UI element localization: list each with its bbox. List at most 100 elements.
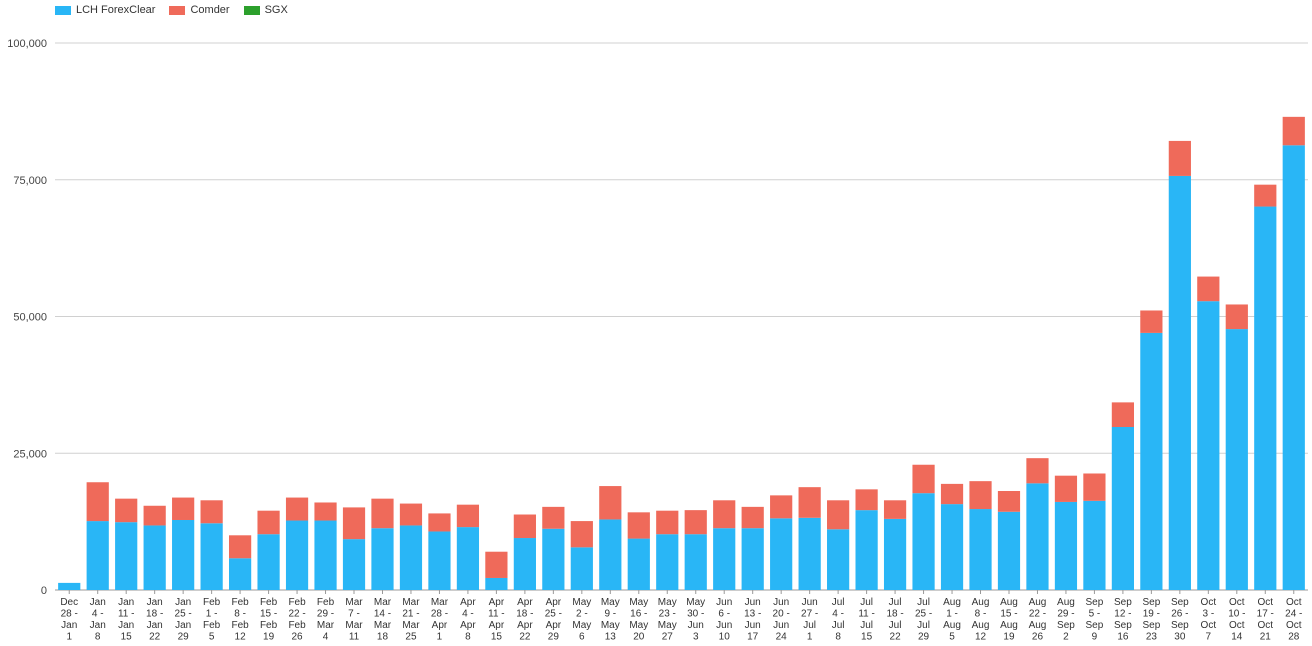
bar-comder	[115, 498, 138, 523]
bar-comder	[855, 489, 878, 511]
bar-comder	[542, 506, 565, 529]
x-tick-label: Jul 25 -Jul 29	[915, 597, 932, 643]
bar-lch-forexclear	[485, 577, 508, 590]
bar-lch-forexclear	[456, 527, 480, 590]
x-tick-label: May 9 -May 13	[601, 597, 620, 643]
x-tick-label: Jun 27 -Jul 1	[801, 597, 818, 643]
bar-comder	[570, 521, 593, 548]
bar-comder	[912, 464, 935, 494]
bar-lch-forexclear	[940, 504, 964, 590]
bar-comder	[997, 490, 1021, 512]
bar-comder	[1168, 140, 1191, 176]
x-tick-label: May 16 -May 20	[629, 597, 648, 643]
y-tick-label: 50,000	[13, 312, 47, 324]
legend-label-sgx: SGX	[264, 4, 288, 16]
bar-comder	[741, 506, 764, 529]
x-tick-label: Oct 24 -Oct 28	[1285, 597, 1302, 643]
bar-lch-forexclear	[428, 531, 451, 590]
bar-lch-forexclear	[143, 525, 166, 590]
legend-swatch-sgx	[243, 5, 260, 15]
bar-comder	[1282, 116, 1305, 146]
legend-label-comder: Comder	[190, 4, 230, 16]
bar-lch-forexclear	[969, 509, 992, 590]
y-tick-label: 75,000	[13, 175, 47, 187]
x-tick-label: Feb 1 -Feb 5	[203, 597, 221, 643]
bar-comder	[257, 510, 280, 535]
bar-lch-forexclear	[713, 528, 736, 590]
bar-lch-forexclear	[86, 521, 109, 590]
bar-comder	[285, 497, 309, 521]
bar-comder	[86, 482, 109, 522]
bar-lch-forexclear	[912, 493, 935, 590]
bar-lch-forexclear	[399, 525, 423, 590]
y-tick-label: 0	[41, 585, 47, 597]
x-tick-label: Jan 11 -Jan 15	[118, 597, 135, 643]
bar-comder	[314, 502, 337, 521]
bar-lch-forexclear	[172, 519, 195, 590]
bar-lch-forexclear	[684, 534, 707, 590]
x-tick-label: Aug 8 -Aug 12	[972, 597, 990, 643]
x-tick-label: Jan 4 -Jan 8	[90, 597, 106, 643]
bar-comder	[798, 487, 821, 518]
bar-comder	[1054, 475, 1078, 502]
bar-lch-forexclear	[741, 528, 764, 590]
bar-lch-forexclear	[1168, 175, 1191, 591]
x-tick-label: Mar 14 -Mar 18	[374, 597, 392, 643]
bar-lch-forexclear	[599, 519, 622, 590]
legend-item-lch-forexclear[interactable]: LCH ForexClear	[55, 4, 155, 16]
bar-comder	[656, 510, 679, 535]
bar-lch-forexclear	[570, 547, 593, 590]
x-tick-label: Jul 4 -Jul 8	[832, 597, 845, 643]
bar-comder	[627, 512, 650, 539]
x-tick-label: Apr 11 -Apr 15	[488, 597, 505, 643]
x-tick-label: Aug 15 -Aug 19	[1000, 597, 1018, 643]
bar-comder	[599, 486, 622, 520]
bar-lch-forexclear	[1026, 483, 1049, 590]
bar-lch-forexclear	[1140, 332, 1163, 590]
bar-comder	[827, 500, 850, 530]
bar-comder	[200, 500, 223, 524]
bar-comder	[969, 481, 992, 510]
bar-lch-forexclear	[1111, 426, 1134, 590]
bar-lch-forexclear	[314, 520, 337, 590]
bar-comder	[342, 507, 366, 540]
x-tick-label: Sep 5 -Sep 9	[1086, 597, 1104, 643]
bar-lch-forexclear	[542, 528, 565, 590]
x-tick-label: May 30 -Jun 3	[686, 597, 705, 643]
bar-lch-forexclear	[855, 510, 878, 590]
x-tick-label: Mar 7 -Mar 11	[345, 597, 363, 643]
x-tick-label: Feb 15 -Feb 19	[260, 597, 278, 643]
bar-comder	[371, 498, 394, 529]
bar-comder	[428, 513, 451, 532]
bar-comder	[456, 504, 480, 528]
bar-lch-forexclear	[229, 558, 252, 590]
bar-lch-forexclear	[58, 582, 81, 590]
bar-comder	[143, 505, 166, 526]
legend-swatch-lch-forexclear	[55, 5, 71, 15]
bar-lch-forexclear	[1197, 301, 1220, 590]
bar-comder	[1254, 184, 1277, 207]
x-tick-label: Dec 28 -Jan 1	[60, 597, 78, 643]
x-tick-label: Oct 3 -Oct 7	[1201, 597, 1217, 643]
x-tick-label: Apr 4 -Apr 8	[460, 597, 476, 643]
bar-comder	[1197, 276, 1220, 302]
bar-lch-forexclear	[200, 523, 223, 590]
bar-comder	[770, 495, 793, 519]
bar-lch-forexclear	[1254, 206, 1277, 591]
x-tick-label: Mar 28 -Apr 1	[431, 597, 449, 643]
bar-lch-forexclear	[770, 518, 793, 590]
bar-comder	[883, 500, 907, 519]
x-tick-label: Feb 8 -Feb 12	[231, 597, 249, 643]
legend-item-sgx[interactable]: SGX	[243, 4, 288, 16]
x-tick-label: Oct 10 -Oct 14	[1228, 597, 1245, 643]
x-tick-label: Feb 22 -Feb 26	[288, 597, 306, 643]
x-tick-label: Apr 18 -Apr 22	[516, 597, 533, 643]
legend-item-comder[interactable]: Comder	[169, 4, 230, 16]
x-tick-label: Sep 12 -Sep 16	[1114, 597, 1132, 643]
x-tick-label: Mar 21 -Mar 25	[402, 597, 420, 643]
bar-lch-forexclear	[883, 518, 907, 590]
x-tick-label: Jan 25 -Jan 29	[175, 597, 192, 643]
x-tick-label: Feb 29 -Mar 4	[317, 597, 335, 643]
bar-lch-forexclear	[1282, 145, 1305, 591]
